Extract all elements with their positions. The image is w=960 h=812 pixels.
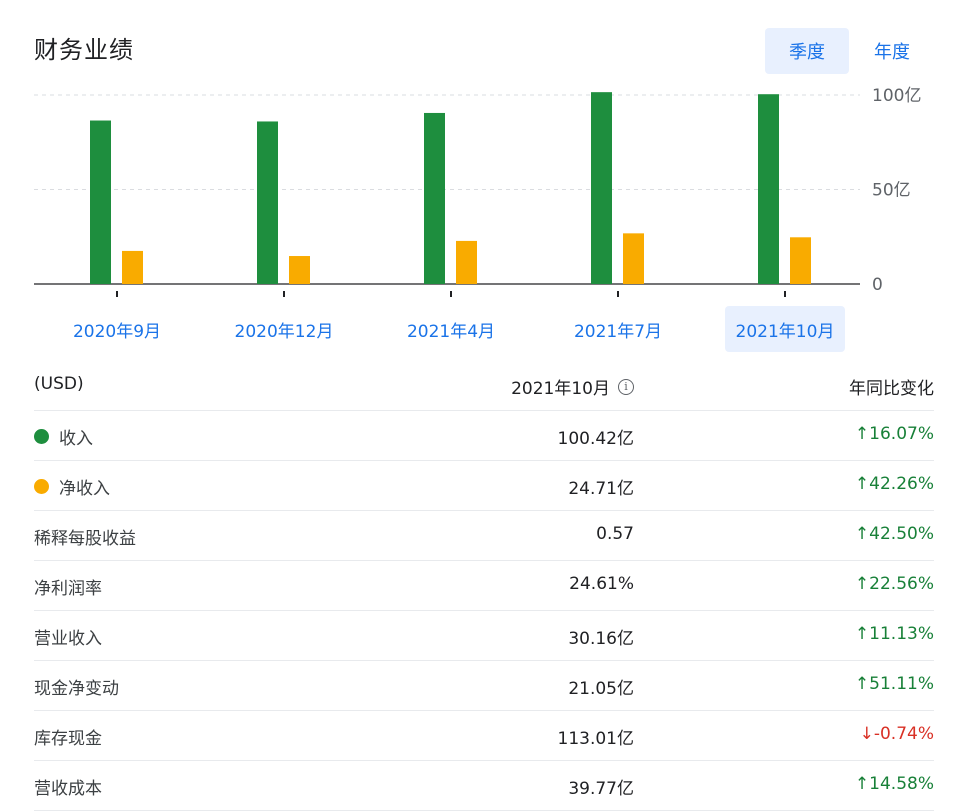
metric-label: 净利润率 — [34, 574, 102, 599]
table-row: 库存现金 113.01亿 ↓-0.74% — [34, 711, 934, 761]
yoy-change-value: 16.07% — [869, 424, 934, 444]
period-header: 2021年10月 i — [511, 374, 634, 399]
metric-label: 营业收入 — [34, 624, 102, 649]
metric-label-text: 营业收入 — [34, 629, 102, 649]
period-header-label: 2021年10月 — [511, 379, 610, 399]
currency-header: (USD) — [34, 374, 84, 394]
table-row: 营业收入 30.16亿 ↑11.13% — [34, 611, 934, 661]
yoy-change-value: 11.13% — [869, 624, 934, 644]
arrow-up-icon: ↑ — [854, 674, 870, 694]
section-title: 财务业绩 — [34, 36, 134, 64]
metric-label: 库存现金 — [34, 724, 102, 749]
y-tick-label: 100亿 — [872, 86, 921, 106]
revenue-bar — [758, 94, 779, 284]
metric-value: 113.01亿 — [557, 729, 634, 749]
metric-label: 净收入 — [34, 474, 110, 499]
yoy-change: ↑42.26% — [855, 474, 934, 494]
annual-toggle-button[interactable]: 年度 — [874, 42, 910, 63]
table-row: 净利润率 24.61% ↑22.56% — [34, 561, 934, 611]
metric-value: 21.05亿 — [568, 679, 634, 699]
yoy-change: ↑22.56% — [855, 574, 934, 594]
y-tick-label: 50亿 — [872, 181, 911, 201]
table-row: 稀释每股收益 0.57 ↑42.50% — [34, 511, 934, 561]
financial-bar-chart: 0 50亿 100亿 2020年9月 2020年12月 2021年4月 2021年7月 20… — [0, 80, 960, 360]
metric-value: 24.61% — [569, 574, 634, 594]
financial-header: 财务业绩 季度 年度 — [0, 0, 960, 90]
revenue-bar — [591, 92, 612, 284]
yoy-change: ↑16.07% — [855, 424, 934, 444]
legend-dot-icon — [34, 479, 49, 494]
revenue-bar — [257, 121, 278, 285]
metric-label: 稀释每股收益 — [34, 524, 136, 549]
yoy-change-value: 51.11% — [869, 674, 934, 694]
yoy-change-header: 年同比变化 — [849, 379, 934, 399]
x-axis-label[interactable]: 2020年9月 — [72, 321, 162, 342]
metric-label: 营收成本 — [34, 774, 102, 799]
metric-value: 30.16亿 — [568, 629, 634, 649]
legend-dot-icon — [34, 429, 49, 444]
table-row: 净收入 24.71亿 ↑42.26% — [34, 461, 934, 511]
yoy-change: ↓-0.74% — [860, 724, 934, 744]
arrow-up-icon: ↑ — [854, 624, 870, 644]
y-tick-label: 0 — [872, 275, 883, 295]
net-income-bar — [623, 233, 644, 284]
arrow-down-icon: ↓ — [859, 724, 874, 744]
yoy-change: ↑14.58% — [855, 774, 934, 794]
metric-value: 100.42亿 — [557, 429, 634, 449]
arrow-up-icon: ↑ — [854, 424, 870, 444]
revenue-bar — [90, 120, 111, 284]
net-income-bar — [456, 240, 477, 284]
metric-value: 39.77亿 — [568, 779, 634, 799]
metric-label-text: 稀释每股收益 — [34, 529, 136, 549]
yoy-change: ↑42.50% — [855, 524, 934, 544]
table-header: (USD) 2021年10月 i 年同比变化 — [34, 360, 934, 411]
arrow-up-icon: ↑ — [854, 524, 870, 544]
yoy-change: ↑11.13% — [855, 624, 934, 644]
net-income-bar — [790, 237, 811, 284]
table-row: 现金净变动 21.05亿 ↑51.11% — [34, 661, 934, 711]
x-axis-label[interactable]: 2021年7月 — [573, 321, 663, 342]
arrow-up-icon: ↑ — [854, 474, 870, 494]
x-axis-label[interactable]: 2020年12月 — [234, 321, 334, 342]
info-icon[interactable]: i — [618, 378, 634, 395]
arrow-up-icon: ↑ — [854, 774, 870, 794]
quarterly-toggle-button[interactable]: 季度 — [765, 28, 849, 74]
metric-label-text: 净收入 — [59, 479, 110, 499]
metric-label-text: 收入 — [59, 429, 93, 449]
financial-table: (USD) 2021年10月 i 年同比变化 收入 100.42亿 ↑16.07% 净… — [34, 360, 934, 811]
yoy-change-value: 14.58% — [869, 774, 934, 794]
yoy-change-value: 42.26% — [869, 474, 934, 494]
table-row: 营收成本 39.77亿 ↑14.58% — [34, 761, 934, 811]
metric-label: 收入 — [34, 424, 93, 449]
metric-label-text: 库存现金 — [34, 729, 102, 749]
metric-value: 0.57 — [596, 524, 634, 544]
yoy-change: ↑51.11% — [855, 674, 934, 694]
net-income-bar — [122, 250, 143, 284]
table-row: 收入 100.42亿 ↑16.07% — [34, 411, 934, 461]
arrow-up-icon: ↑ — [854, 574, 870, 594]
bar-chart-svg: 0 50亿 100亿 — [34, 86, 921, 297]
net-income-bar — [289, 256, 310, 284]
table-body: 收入 100.42亿 ↑16.07% 净收入 24.71亿 ↑42.26% 稀释每股收益 0.… — [34, 411, 934, 811]
metric-label-text: 现金净变动 — [34, 679, 119, 699]
x-axis-label[interactable]: 2021年4月 — [406, 321, 496, 342]
revenue-bar — [424, 112, 445, 284]
metric-value: 24.71亿 — [568, 479, 634, 499]
metric-label: 现金净变动 — [34, 674, 119, 699]
yoy-change-value: 22.56% — [869, 574, 934, 594]
x-axis-label[interactable]: 2021年10月 — [725, 306, 845, 352]
yoy-change-value: 42.50% — [869, 524, 934, 544]
metric-label-text: 净利润率 — [34, 579, 102, 599]
metric-label-text: 营收成本 — [34, 779, 102, 799]
yoy-change-value: -0.74% — [873, 724, 934, 744]
